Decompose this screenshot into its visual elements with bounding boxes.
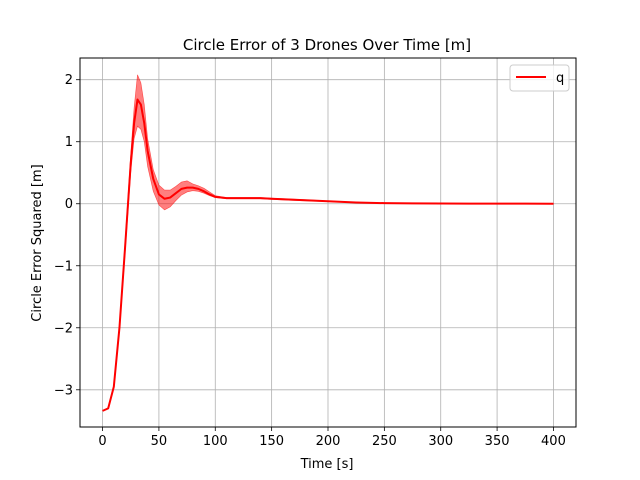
grid-layer <box>80 58 576 427</box>
chart-title: Circle Error of 3 Drones Over Time [m] <box>183 36 471 54</box>
x-tick-label: 0 <box>98 434 106 449</box>
x-axis-label: Time [s] <box>300 457 354 472</box>
series-line-q <box>102 98 554 412</box>
y-tick-label: 1 <box>65 135 73 150</box>
y-tick-label: −2 <box>54 321 73 336</box>
x-tick-label: 250 <box>372 434 397 449</box>
y-tick-label: −3 <box>54 383 73 398</box>
x-tick-label: 350 <box>485 434 510 449</box>
y-tick-label: −1 <box>54 259 73 274</box>
tick-layer: 0 50 100 150 200 250 300 350 400 −3 −2 −1 0 1 2 <box>54 73 566 449</box>
x-tick-label: 300 <box>428 434 453 449</box>
y-tick-label: 0 <box>65 197 73 212</box>
x-tick-label: 100 <box>203 434 228 449</box>
x-tick-label: 150 <box>259 434 284 449</box>
legend: q <box>509 64 570 92</box>
x-tick-label: 200 <box>316 434 341 449</box>
x-tick-label: 50 <box>151 434 168 449</box>
y-tick-label: 2 <box>65 73 73 88</box>
x-tick-label: 400 <box>541 434 566 449</box>
legend-label-q: q <box>556 71 564 86</box>
y-axis-label: Circle Error Squared [m] <box>30 164 45 321</box>
series-line-layer <box>102 98 554 412</box>
